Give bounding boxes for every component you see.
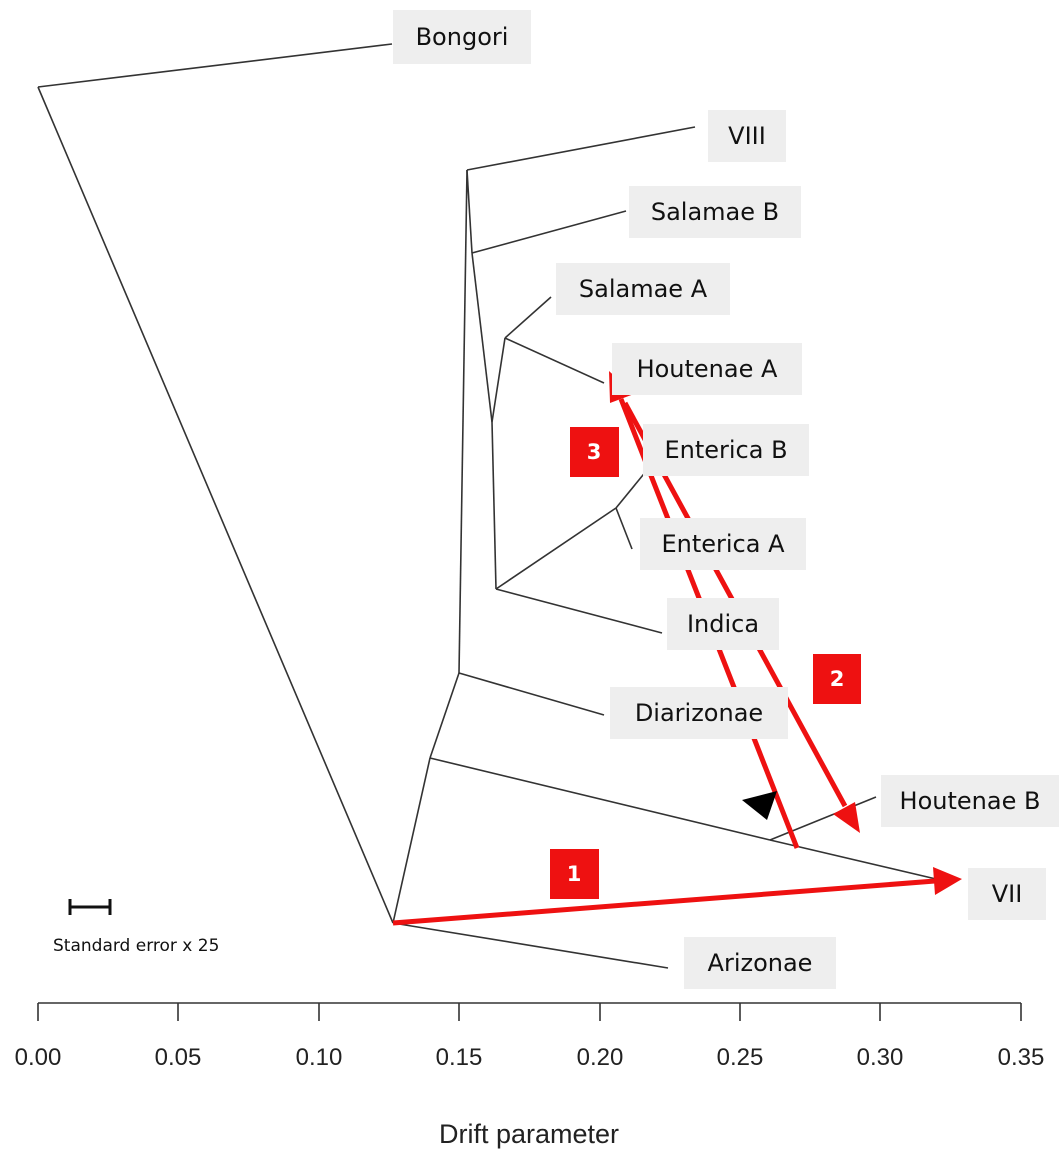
svg-text:VIII: VIII: [728, 122, 766, 150]
svg-text:Salamae B: Salamae B: [651, 198, 779, 226]
leaf-labels: Bongori VIII Salamae B Salamae A Houtena…: [393, 10, 1059, 989]
leaf-label-enterica-b: Enterica B: [643, 424, 809, 476]
branch-diarizonae: [458, 672, 605, 716]
svg-text:2: 2: [830, 667, 845, 691]
branch-salamae-b: [471, 210, 627, 254]
svg-text:Bongori: Bongori: [416, 23, 509, 51]
svg-text:Diarizonae: Diarizonae: [635, 699, 763, 727]
branch-inner-4: [491, 421, 497, 590]
svg-text:Enterica A: Enterica A: [661, 530, 785, 558]
branch-root-bongori-ancestor: [37, 86, 394, 924]
svg-text:Arizonae: Arizonae: [708, 949, 813, 977]
branch-enterica-a: [615, 507, 633, 550]
branch-inner-diarizonae-ancestor: [429, 672, 460, 759]
tick-label: 0.10: [296, 1044, 343, 1071]
migration-arrow-1-head: [933, 867, 962, 895]
migration-badge-3: 3: [570, 427, 619, 477]
x-axis: [37, 1002, 1022, 1021]
leaf-label-arizonae: Arizonae: [684, 937, 836, 989]
branch-root-inner: [392, 757, 431, 924]
tick-label: 0.30: [857, 1044, 904, 1071]
branch-indica: [495, 588, 663, 634]
branch-salamae-a-ancestor: [491, 337, 506, 423]
tick-label: 0.05: [155, 1044, 202, 1071]
svg-text:Enterica B: Enterica B: [664, 436, 787, 464]
branch-salamae-a: [504, 296, 552, 339]
branch-main-stem: [458, 169, 468, 674]
leaf-label-salamae-b: Salamae B: [629, 186, 801, 238]
tick-label: 0.35: [998, 1044, 1045, 1071]
leaf-label-houtenae-b: Houtenae B: [881, 775, 1059, 827]
tick-label: 0.00: [15, 1044, 62, 1071]
leaf-label-diarizonae: Diarizonae: [610, 687, 788, 739]
x-axis-title: Drift parameter: [439, 1119, 619, 1149]
tick-label: 0.25: [717, 1044, 764, 1071]
branch-inner-3: [471, 252, 493, 423]
svg-text:Salamae A: Salamae A: [579, 275, 708, 303]
svg-text:1: 1: [567, 862, 582, 886]
svg-text:3: 3: [587, 440, 602, 464]
leaf-label-salamae-a: Salamae A: [556, 263, 730, 315]
svg-text:VII: VII: [992, 880, 1023, 908]
scale-bar: [68, 899, 112, 915]
svg-text:Houtenae B: Houtenae B: [900, 787, 1041, 815]
x-axis-tick-labels: 0.00 0.05 0.10 0.15 0.20 0.25 0.30 0.35: [15, 1044, 1045, 1071]
leaf-label-enterica-a: Enterica A: [640, 518, 806, 570]
branch-vii: [769, 839, 954, 884]
svg-text:Houtenae A: Houtenae A: [637, 355, 778, 383]
leaf-label-houtenae-a: Houtenae A: [612, 343, 802, 395]
black-arrowhead-marker: [742, 791, 777, 820]
migration-badge-2: 2: [813, 654, 861, 704]
branch-enterica-ancestor: [495, 507, 617, 590]
tree-branches: [37, 43, 954, 969]
leaf-label-vii: VII: [968, 868, 1046, 920]
branch-root-arizonae: [392, 922, 669, 969]
scale-bar-label: Standard error x 25: [53, 936, 219, 956]
migration-arrow-1-line: [392, 878, 936, 926]
migration-arrow-2-head: [833, 802, 860, 833]
leaf-label-viii: VIII: [708, 110, 786, 162]
tick-label: 0.15: [436, 1044, 483, 1071]
leaf-label-indica: Indica: [667, 598, 779, 650]
branch-viii: [466, 126, 696, 171]
branch-salamae-b-ancestor: [466, 169, 473, 254]
branch-houtenae-a: [504, 337, 605, 384]
leaf-label-bongori: Bongori: [393, 10, 531, 64]
branch-houtenae-b: [769, 796, 877, 841]
migration-badge-1: 1: [550, 849, 599, 899]
svg-text:Indica: Indica: [687, 610, 759, 638]
migration-badges: 1 2 3: [550, 427, 861, 899]
branch-bongori: [37, 43, 393, 88]
branch-inner-vii-ancestor: [429, 757, 771, 841]
tick-label: 0.20: [577, 1044, 624, 1071]
